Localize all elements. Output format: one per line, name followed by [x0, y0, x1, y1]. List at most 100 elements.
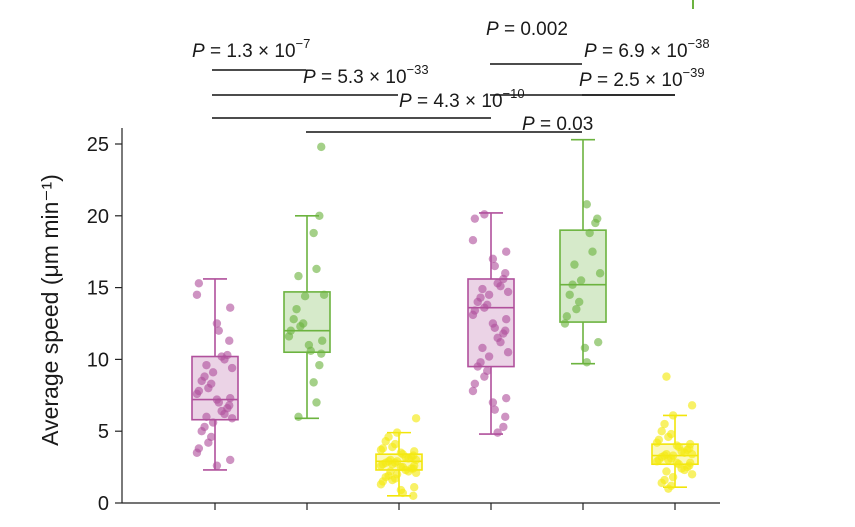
- data-point: [503, 287, 513, 297]
- box-group: [559, 138, 607, 367]
- data-point: [392, 428, 402, 437]
- data-point: [309, 378, 318, 387]
- data-point: [480, 303, 489, 312]
- data-point: [560, 319, 570, 328]
- data-point: [657, 478, 666, 488]
- data-point: [317, 349, 326, 358]
- data-point: [687, 449, 697, 459]
- box-group: [191, 278, 239, 471]
- data-point: [204, 438, 213, 447]
- data-point: [318, 336, 327, 345]
- data-point: [388, 460, 397, 469]
- data-point: [197, 427, 206, 436]
- data-point: [591, 218, 600, 228]
- data-point: [668, 472, 678, 482]
- p-value-label: P = 2.5 × 10−39: [579, 65, 705, 91]
- data-point: [478, 343, 487, 353]
- data-point: [499, 422, 508, 432]
- data-point: [499, 329, 508, 338]
- data-point: [398, 488, 407, 498]
- data-point: [657, 427, 666, 436]
- data-point: [468, 236, 478, 245]
- data-point: [484, 290, 494, 299]
- data-point: [470, 214, 480, 223]
- data-point: [214, 398, 223, 407]
- data-point: [214, 326, 223, 335]
- data-point: [312, 264, 321, 274]
- data-point: [404, 454, 413, 463]
- data-point: [662, 467, 671, 476]
- y-tick-label: 25: [87, 134, 109, 156]
- data-point: [208, 368, 218, 377]
- data-point: [294, 412, 303, 422]
- data-point: [502, 247, 511, 256]
- data-point: [664, 432, 673, 442]
- data-point: [480, 210, 489, 219]
- y-tick-label: 15: [87, 278, 109, 300]
- data-point: [226, 455, 235, 465]
- data-point: [582, 358, 591, 367]
- data-point: [496, 281, 505, 291]
- data-point: [490, 405, 499, 414]
- box-group: [283, 142, 331, 422]
- data-point: [220, 355, 229, 364]
- data-point: [502, 314, 511, 324]
- data-point: [388, 442, 397, 452]
- data-point: [470, 379, 480, 389]
- data-point: [468, 310, 478, 320]
- data-point: [284, 332, 294, 341]
- data-point: [388, 475, 397, 485]
- data-point: [662, 372, 671, 381]
- data-point: [225, 336, 234, 345]
- y-tick-label: 5: [98, 421, 109, 443]
- data-point: [496, 337, 505, 347]
- data-point: [404, 467, 413, 476]
- y-tick-label: 0: [98, 493, 109, 515]
- data-point: [208, 418, 218, 427]
- data-point: [192, 448, 202, 457]
- data-point: [202, 412, 211, 422]
- data-point: [562, 312, 572, 321]
- data-point: [687, 470, 697, 479]
- data-point: [306, 346, 315, 355]
- data-point: [300, 292, 310, 301]
- data-point: [652, 457, 662, 466]
- data-point: [580, 343, 590, 353]
- data-point: [294, 271, 303, 281]
- data-point: [473, 362, 482, 371]
- data-point: [594, 337, 603, 347]
- data-point: [680, 465, 689, 475]
- data-point: [503, 348, 513, 357]
- p-value-label: P = 4.3 × 10−10: [399, 86, 525, 112]
- data-point: [687, 401, 697, 410]
- data-point: [197, 376, 206, 386]
- box-group: [467, 210, 515, 437]
- data-point: [490, 261, 499, 271]
- data-point: [226, 303, 235, 312]
- data-point: [680, 448, 689, 457]
- data-point: [572, 304, 581, 314]
- p-value-label: P = 1.3 × 10−7: [192, 36, 310, 62]
- data-point: [502, 393, 511, 403]
- data-point: [660, 419, 669, 429]
- p-value-label: P = 6.9 × 10−38: [584, 36, 710, 62]
- data-point: [652, 438, 662, 447]
- data-point: [376, 445, 386, 455]
- data-point: [410, 483, 419, 492]
- y-axis: 0 5 10 15 20 25: [87, 128, 720, 515]
- data-point: [468, 386, 478, 396]
- data-point: [570, 260, 579, 269]
- data-point: [212, 461, 222, 470]
- data-point: [490, 323, 499, 333]
- box-group: [375, 414, 423, 501]
- data-point: [212, 319, 222, 328]
- data-point: [204, 383, 213, 393]
- data-point: [499, 274, 508, 284]
- data-point: [192, 290, 202, 299]
- data-point: [668, 411, 678, 420]
- data-point: [227, 414, 237, 423]
- p-value-label: P = 0.002: [486, 19, 568, 40]
- y-tick-label: 10: [87, 349, 109, 371]
- data-point: [411, 468, 421, 478]
- data-point: [227, 363, 237, 373]
